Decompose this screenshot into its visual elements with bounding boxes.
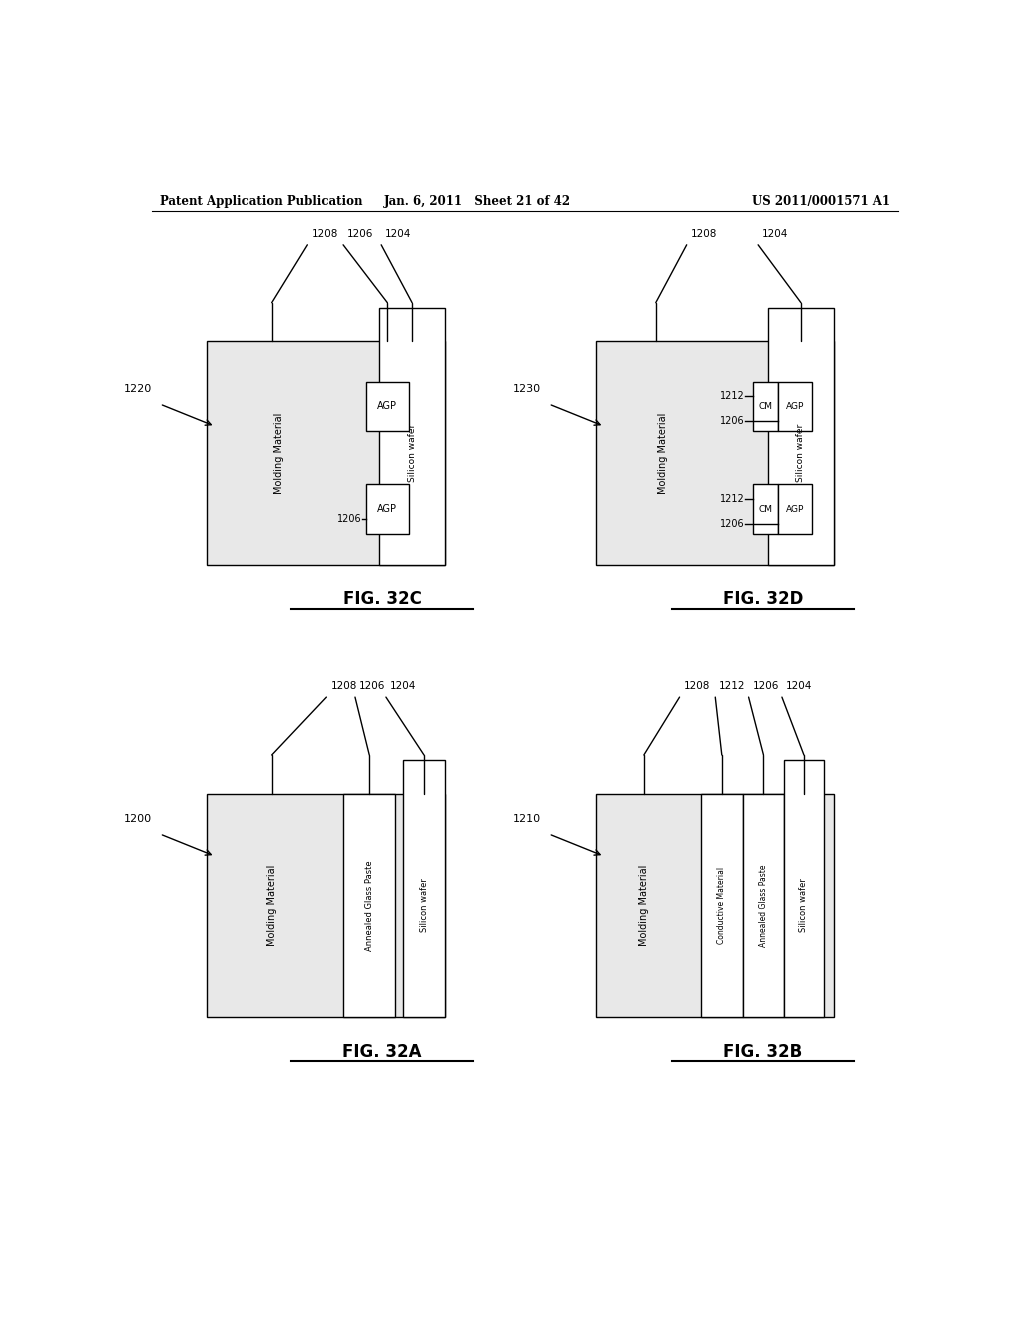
Text: AGP: AGP (378, 401, 397, 412)
Bar (753, 381, 778, 430)
Text: 1200: 1200 (124, 813, 152, 824)
Text: 1204: 1204 (785, 681, 812, 690)
Text: 1204: 1204 (762, 228, 788, 239)
Bar (742, 793, 784, 1018)
Bar (596, 793, 835, 1018)
Text: 1206: 1206 (753, 681, 779, 690)
Bar (343, 793, 395, 1018)
Text: US 2011/0001571 A1: US 2011/0001571 A1 (752, 194, 890, 207)
Bar (701, 793, 742, 1018)
Text: 1206: 1206 (359, 681, 385, 690)
Text: AGP: AGP (378, 504, 397, 513)
Bar (768, 308, 835, 565)
Text: FIG. 32D: FIG. 32D (723, 590, 803, 609)
Bar (402, 760, 445, 1018)
Text: Annealed Glass Paste: Annealed Glass Paste (759, 865, 768, 946)
Text: AGP: AGP (785, 504, 804, 513)
Text: Jan. 6, 2011   Sheet 21 of 42: Jan. 6, 2011 Sheet 21 of 42 (384, 194, 570, 207)
Text: 1206: 1206 (337, 513, 361, 524)
Text: Molding Material: Molding Material (266, 865, 276, 946)
Text: 1212: 1212 (720, 494, 744, 504)
Bar (784, 760, 823, 1018)
Bar (778, 484, 812, 533)
Bar (753, 484, 778, 533)
Text: 1206: 1206 (720, 416, 744, 426)
Text: 1206: 1206 (720, 519, 744, 529)
Text: FIG. 32C: FIG. 32C (342, 590, 422, 609)
Text: Patent Application Publication: Patent Application Publication (160, 194, 362, 207)
Text: AGP: AGP (785, 401, 804, 411)
Text: 1204: 1204 (390, 681, 417, 690)
Bar (778, 381, 812, 430)
Text: 1208: 1208 (690, 228, 717, 239)
Text: Silicon wafer: Silicon wafer (800, 879, 809, 932)
Text: Conductive Material: Conductive Material (717, 867, 726, 944)
Text: Annealed Glass Paste: Annealed Glass Paste (365, 861, 374, 950)
Text: 1220: 1220 (124, 384, 152, 393)
Text: 1208: 1208 (331, 681, 356, 690)
Text: 1206: 1206 (347, 228, 374, 239)
Text: FIG. 32B: FIG. 32B (723, 1043, 803, 1061)
Text: 1230: 1230 (513, 384, 541, 393)
Text: Silicon wafer: Silicon wafer (420, 879, 428, 932)
Text: CM: CM (758, 504, 772, 513)
Text: FIG. 32A: FIG. 32A (342, 1043, 422, 1061)
Bar (207, 793, 445, 1018)
Text: CM: CM (758, 401, 772, 411)
Bar (379, 308, 445, 565)
Text: Silicon wafer: Silicon wafer (408, 424, 417, 482)
Text: Molding Material: Molding Material (639, 865, 649, 946)
Text: 1208: 1208 (311, 228, 338, 239)
Text: 1210: 1210 (513, 813, 541, 824)
Bar (207, 342, 445, 565)
Text: 1204: 1204 (385, 228, 412, 239)
Text: Molding Material: Molding Material (273, 412, 284, 494)
Text: Molding Material: Molding Material (657, 412, 668, 494)
Bar (596, 342, 835, 565)
Bar (366, 381, 409, 430)
Bar (366, 484, 409, 533)
Text: 1208: 1208 (684, 681, 710, 690)
Text: Silicon wafer: Silicon wafer (797, 424, 806, 482)
Text: 1212: 1212 (720, 391, 744, 401)
Text: 1212: 1212 (719, 681, 745, 690)
